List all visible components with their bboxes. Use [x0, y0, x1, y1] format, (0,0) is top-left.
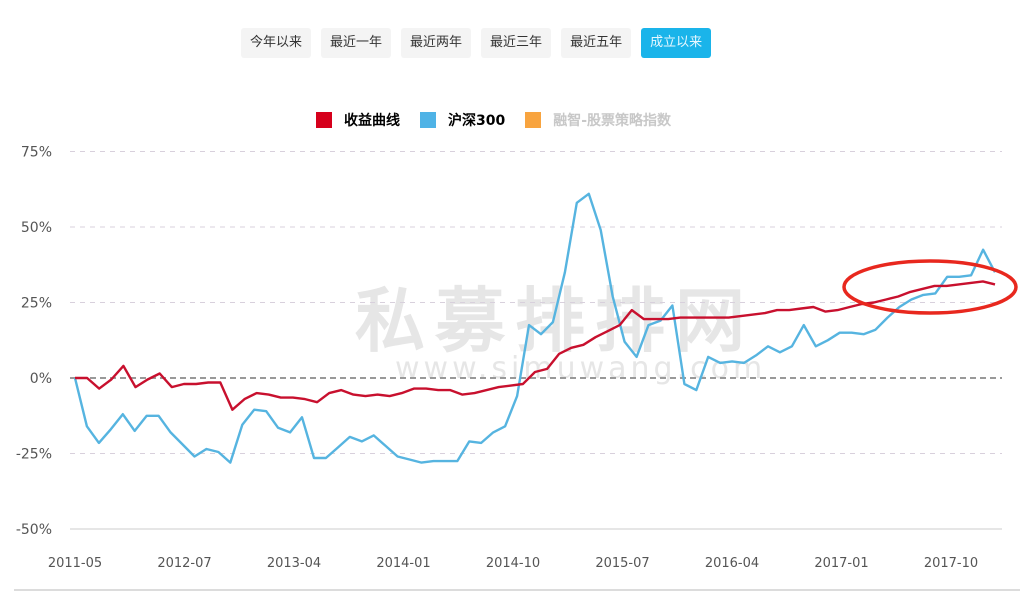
- x-tick-label: 2013-04: [267, 556, 321, 571]
- chart-legend: 收益曲线 沪深300 融智-股票策略指数: [316, 110, 691, 130]
- range-button-3y[interactable]: 最近三年: [481, 28, 552, 58]
- watermark-text: 私募排排网: [355, 280, 755, 362]
- grid-lines: [70, 151, 1002, 530]
- csi300-line: [73, 192, 997, 464]
- legend-swatch-red: [316, 112, 332, 128]
- legend-item-return-curve[interactable]: 收益曲线: [316, 110, 400, 130]
- x-tick-label: 2017-10: [924, 556, 978, 571]
- x-tick-label: 2015-07: [595, 556, 649, 571]
- highlight-ellipse-annotation: [842, 259, 1018, 315]
- y-tick-label: 75%: [21, 145, 52, 161]
- x-tick-label: 2011-05: [48, 556, 102, 571]
- range-button-1y[interactable]: 最近一年: [321, 28, 392, 58]
- legend-swatch-blue: [420, 112, 436, 128]
- range-button-since-inception[interactable]: 成立以来: [641, 28, 712, 58]
- legend-item-csi300[interactable]: 沪深300: [420, 110, 505, 130]
- data-series: [73, 192, 997, 464]
- y-tick-label: 25%: [21, 296, 52, 312]
- x-tick-label: 2014-01: [376, 556, 430, 571]
- legend-label: 收益曲线: [344, 113, 400, 129]
- y-tick-label: -25%: [16, 447, 52, 463]
- range-button-2y[interactable]: 最近两年: [401, 28, 472, 58]
- x-tick-label: 2012-07: [157, 556, 211, 571]
- legend-swatch-orange: [525, 112, 542, 128]
- y-tick-label: 50%: [21, 220, 52, 236]
- x-tick-label: 2014-10: [486, 556, 540, 571]
- x-tick-label: 2016-04: [705, 556, 759, 571]
- watermark-subtext: www.simuwang.com: [395, 351, 766, 386]
- date-range-selector: 今年以来 最近一年 最近两年 最近三年 最近五年 成立以来: [241, 28, 712, 58]
- legend-item-strategy-index[interactable]: 融智-股票策略指数: [525, 110, 671, 130]
- legend-label: 沪深300: [448, 113, 506, 129]
- legend-label: 融智-股票策略指数: [553, 113, 672, 129]
- x-axis: 2011-05 2012-07 2013-04 2014-01 2014-10 2015-…: [48, 556, 978, 571]
- y-tick-label: -50%: [16, 522, 52, 538]
- range-button-5y[interactable]: 最近五年: [561, 28, 632, 58]
- y-tick-label: 0%: [30, 371, 52, 387]
- y-axis: 75% 50% 25% 0% -25% -50%: [16, 145, 52, 539]
- range-button-ytd[interactable]: 今年以来: [241, 28, 312, 58]
- x-tick-label: 2017-01: [814, 556, 868, 571]
- return-curve-line: [75, 280, 996, 411]
